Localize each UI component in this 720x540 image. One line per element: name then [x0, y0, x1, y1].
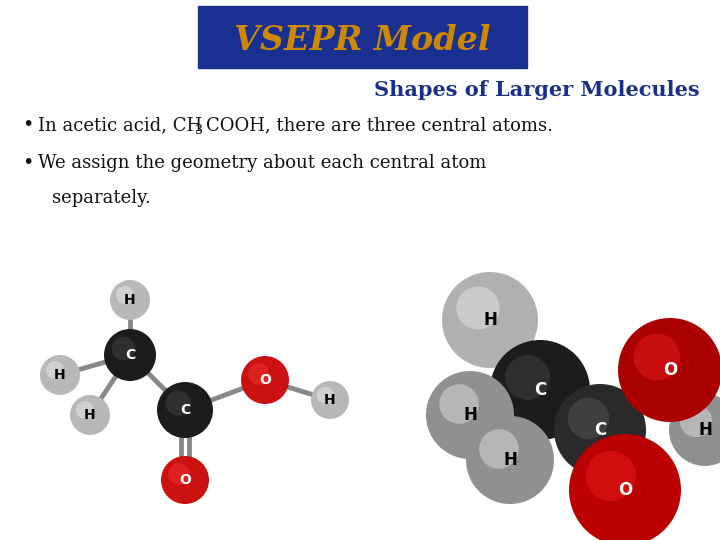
Text: O: O — [618, 481, 632, 499]
Circle shape — [442, 272, 538, 368]
Circle shape — [76, 401, 94, 419]
Circle shape — [110, 280, 150, 320]
Circle shape — [634, 334, 680, 380]
Text: COOH, there are three central atoms.: COOH, there are three central atoms. — [206, 116, 553, 134]
Circle shape — [505, 355, 550, 400]
Circle shape — [426, 371, 514, 459]
Text: C: C — [125, 348, 135, 362]
Circle shape — [104, 329, 156, 381]
Text: H: H — [84, 408, 96, 422]
Circle shape — [586, 451, 636, 501]
Circle shape — [466, 416, 554, 504]
Circle shape — [439, 384, 479, 424]
Text: H: H — [124, 293, 136, 307]
Text: H: H — [54, 368, 66, 382]
Circle shape — [618, 318, 720, 422]
Text: We assign the geometry about each central atom: We assign the geometry about each centra… — [38, 154, 487, 172]
Circle shape — [480, 429, 519, 469]
Circle shape — [166, 390, 191, 416]
Text: H: H — [483, 311, 497, 329]
Circle shape — [248, 363, 270, 385]
Circle shape — [40, 355, 80, 395]
Text: Shapes of Larger Molecules: Shapes of Larger Molecules — [374, 80, 700, 100]
Text: VSEPR Model: VSEPR Model — [234, 24, 490, 57]
Circle shape — [317, 387, 334, 404]
Circle shape — [490, 340, 590, 440]
Text: 3: 3 — [195, 125, 203, 138]
Text: In acetic acid, CH: In acetic acid, CH — [38, 116, 202, 134]
Text: •: • — [22, 153, 33, 172]
Text: H: H — [698, 421, 712, 439]
Text: O: O — [179, 473, 191, 487]
Circle shape — [554, 384, 646, 476]
Text: H: H — [463, 406, 477, 424]
Circle shape — [168, 463, 190, 485]
Text: O: O — [259, 373, 271, 387]
Text: C: C — [180, 403, 190, 417]
Circle shape — [669, 394, 720, 466]
Circle shape — [112, 337, 135, 360]
Circle shape — [680, 405, 712, 437]
Circle shape — [46, 361, 64, 379]
Text: •: • — [22, 116, 33, 134]
Circle shape — [70, 395, 110, 435]
Text: H: H — [324, 393, 336, 407]
Text: H: H — [503, 451, 517, 469]
Circle shape — [456, 286, 500, 329]
Circle shape — [161, 456, 209, 504]
Circle shape — [569, 434, 681, 540]
Circle shape — [241, 356, 289, 404]
Circle shape — [116, 286, 134, 304]
Circle shape — [157, 382, 213, 438]
Circle shape — [568, 398, 609, 439]
Text: separately.: separately. — [52, 189, 150, 207]
Text: C: C — [594, 421, 606, 439]
Circle shape — [311, 381, 349, 419]
FancyBboxPatch shape — [198, 6, 527, 68]
Text: C: C — [534, 381, 546, 399]
Text: O: O — [663, 361, 677, 379]
